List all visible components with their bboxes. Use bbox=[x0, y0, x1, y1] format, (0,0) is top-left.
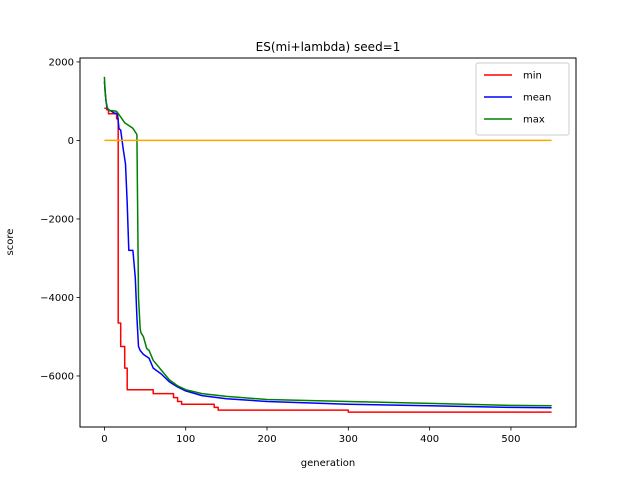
x-tick-label: 400 bbox=[420, 434, 439, 445]
legend-box bbox=[475, 62, 570, 136]
x-tick-label: 200 bbox=[257, 434, 276, 445]
x-tick-label: 0 bbox=[101, 434, 107, 445]
series-line-max bbox=[103, 76, 552, 407]
x-axis-label: generation bbox=[301, 458, 355, 469]
legend-label-mean: mean bbox=[523, 93, 551, 104]
x-tick-label: 300 bbox=[339, 434, 358, 445]
chart-title: ES(mi+lambda) seed=1 bbox=[256, 40, 401, 54]
x-tick-label: 100 bbox=[176, 434, 195, 445]
y-tick-label: 2000 bbox=[49, 57, 74, 68]
legend-label-max: max bbox=[523, 115, 545, 126]
x-tick-label: 500 bbox=[501, 434, 520, 445]
x-axis: 0 100 200 300 400 500 bbox=[101, 427, 520, 445]
y-tick-label: −4000 bbox=[40, 293, 74, 304]
plot-frame bbox=[79, 57, 577, 428]
legend-label-min: min bbox=[523, 71, 542, 82]
y-tick-label: −2000 bbox=[40, 214, 74, 225]
series-line-min bbox=[104, 107, 552, 413]
series-layer bbox=[103, 76, 552, 413]
y-tick-label: −6000 bbox=[40, 371, 74, 382]
legend: min mean max bbox=[475, 62, 570, 136]
y-axis-label: score bbox=[5, 229, 16, 256]
y-tick-label: 0 bbox=[68, 136, 74, 147]
y-axis: 2000 0 −2000 −4000 −6000 bbox=[40, 57, 80, 382]
